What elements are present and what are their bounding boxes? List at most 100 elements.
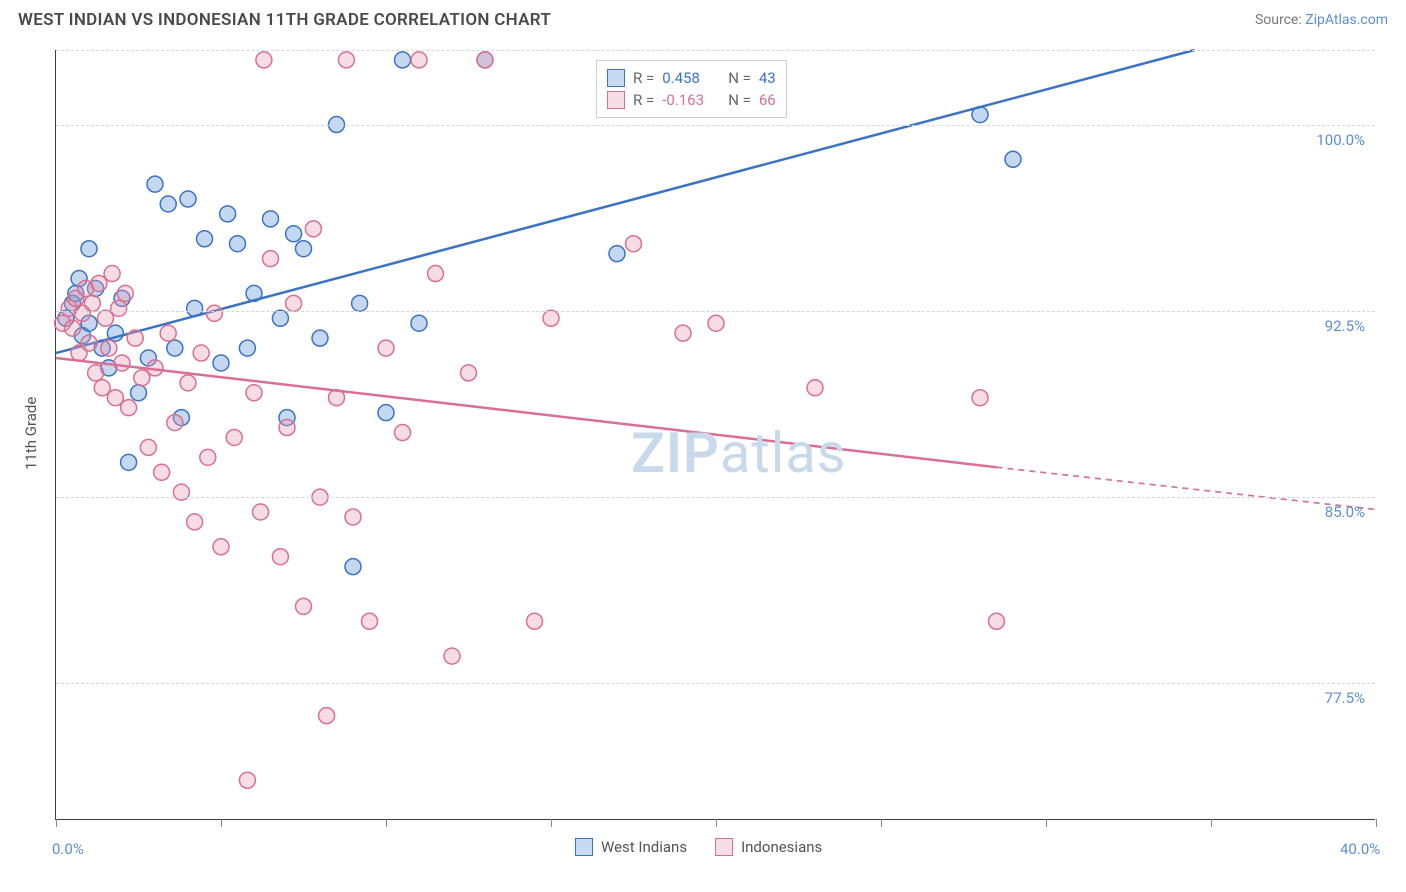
data-point xyxy=(345,559,361,575)
data-point xyxy=(239,772,255,788)
data-point xyxy=(477,52,493,68)
scatter-chart: ZIPatlas R = 0.458N = 43R = -0.163N = 66… xyxy=(55,50,1375,820)
data-point xyxy=(239,340,255,356)
legend-label: West Indians xyxy=(601,838,687,856)
data-point xyxy=(180,375,196,391)
data-point xyxy=(378,405,394,421)
data-point xyxy=(338,52,354,68)
chart-source: Source: ZipAtlas.com xyxy=(1255,12,1388,28)
data-point xyxy=(197,231,213,247)
legend-swatch xyxy=(575,838,593,856)
x-tick-label: 40.0% xyxy=(1340,840,1380,858)
data-point xyxy=(319,708,335,724)
data-point xyxy=(807,380,823,396)
data-point xyxy=(246,385,262,401)
legend-swatch xyxy=(715,838,733,856)
x-tick-mark xyxy=(551,819,552,827)
y-tick-label: 85.0% xyxy=(1325,503,1365,521)
data-point xyxy=(675,325,691,341)
data-point xyxy=(121,454,137,470)
legend-swatch xyxy=(607,69,625,87)
y-tick-label: 100.0% xyxy=(1316,131,1365,149)
data-point xyxy=(81,241,97,257)
data-point xyxy=(131,385,147,401)
data-point xyxy=(378,340,394,356)
data-point xyxy=(972,390,988,406)
data-point xyxy=(230,236,246,252)
data-point xyxy=(147,176,163,192)
data-point xyxy=(272,310,288,326)
chart-header: WEST INDIAN VS INDONESIAN 11TH GRADE COR… xyxy=(0,0,1406,36)
gridline xyxy=(56,497,1375,498)
data-point xyxy=(226,429,242,445)
data-point xyxy=(117,285,133,301)
data-point xyxy=(200,449,216,465)
data-point xyxy=(296,598,312,614)
data-point xyxy=(88,365,104,381)
gridline xyxy=(56,50,1375,51)
source-prefix: Source: xyxy=(1255,12,1305,28)
x-tick-mark xyxy=(1211,819,1212,827)
legend-item: West Indians xyxy=(575,838,687,856)
data-point xyxy=(160,196,176,212)
gridline xyxy=(56,683,1375,684)
x-tick-mark xyxy=(386,819,387,827)
r-label: R = xyxy=(633,69,654,87)
x-tick-mark xyxy=(1046,819,1047,827)
x-tick-mark xyxy=(716,819,717,827)
data-point xyxy=(296,241,312,257)
legend-item: Indonesians xyxy=(715,838,822,856)
data-point xyxy=(127,330,143,346)
data-point xyxy=(286,295,302,311)
data-point xyxy=(444,648,460,664)
data-point xyxy=(345,509,361,525)
data-point xyxy=(65,320,81,336)
x-tick-mark xyxy=(56,819,57,827)
plot-svg xyxy=(56,50,1376,820)
data-point xyxy=(180,191,196,207)
data-point xyxy=(352,295,368,311)
data-point xyxy=(411,52,427,68)
gridline xyxy=(56,125,1375,126)
gridline xyxy=(56,311,1375,312)
data-point xyxy=(160,325,176,341)
data-point xyxy=(101,340,117,356)
x-tick-mark xyxy=(221,819,222,827)
data-point xyxy=(111,300,127,316)
n-label: N = xyxy=(728,91,751,109)
data-point xyxy=(104,266,120,282)
data-point xyxy=(989,613,1005,629)
data-point xyxy=(395,425,411,441)
data-point xyxy=(626,236,642,252)
series-legend: West Indians Indonesians xyxy=(575,838,822,856)
trend-line-extrapolated xyxy=(997,467,1377,509)
y-tick-label: 92.5% xyxy=(1325,317,1365,335)
data-point xyxy=(305,221,321,237)
data-point xyxy=(527,613,543,629)
data-point xyxy=(279,420,295,436)
data-point xyxy=(1005,151,1021,167)
data-point xyxy=(461,365,477,381)
data-point xyxy=(213,539,229,555)
n-label: N = xyxy=(728,69,751,87)
legend-swatch xyxy=(607,91,625,109)
data-point xyxy=(213,355,229,371)
data-point xyxy=(263,211,279,227)
data-point xyxy=(263,251,279,267)
legend-row: R = 0.458N = 43 xyxy=(607,67,776,89)
chart-title: WEST INDIAN VS INDONESIAN 11TH GRADE COR… xyxy=(18,10,551,30)
data-point xyxy=(256,52,272,68)
n-value: 66 xyxy=(759,91,776,109)
data-point xyxy=(114,355,130,371)
data-point xyxy=(286,226,302,242)
correlation-legend: R = 0.458N = 43R = -0.163N = 66 xyxy=(596,60,787,118)
data-point xyxy=(609,246,625,262)
r-value: 0.458 xyxy=(662,69,720,87)
data-point xyxy=(253,504,269,520)
data-point xyxy=(193,345,209,361)
data-point xyxy=(167,340,183,356)
source-name: ZipAtlas.com xyxy=(1305,12,1388,28)
data-point xyxy=(411,315,427,331)
r-label: R = xyxy=(633,91,654,109)
data-point xyxy=(206,305,222,321)
